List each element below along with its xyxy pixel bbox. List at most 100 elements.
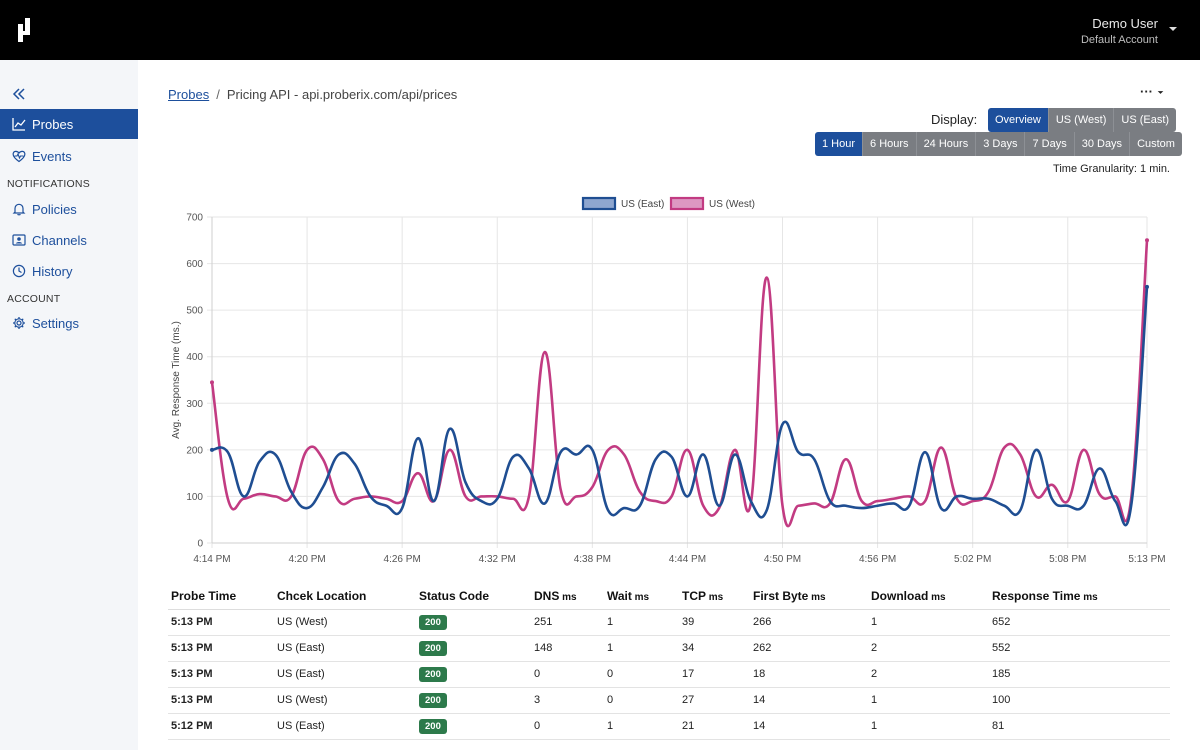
data-point xyxy=(210,380,214,385)
status-badge: 200 xyxy=(419,640,447,656)
logo-icon[interactable] xyxy=(18,18,34,42)
sidebar-item-settings[interactable]: Settings xyxy=(0,308,138,338)
y-axis-label: Avg. Response Time (ms.) xyxy=(171,321,182,439)
table-cell: US (East) xyxy=(274,713,416,740)
column-header[interactable]: Download ms xyxy=(868,584,989,610)
column-header[interactable]: Chcek Location xyxy=(274,584,416,610)
range-1-hour-button[interactable]: 1 Hour xyxy=(815,132,864,156)
time-range-button-group: 1 Hour 6 Hours 24 Hours 3 Days 7 Days 30… xyxy=(815,132,1182,156)
table-row[interactable]: 5:13 PM US (West) 200 3 0 27 14 1 100 xyxy=(168,687,1170,714)
table-cell: 148 xyxy=(531,635,604,662)
status-badge: 200 xyxy=(419,666,447,682)
table-row[interactable]: 5:13 PM US (East) 200 0 0 17 18 2 185 xyxy=(168,661,1170,688)
time-granularity: Time Granularity: 1 min. xyxy=(1053,163,1170,175)
y-tick-label: 300 xyxy=(186,399,203,410)
column-header[interactable]: Status Code xyxy=(416,584,531,610)
table-cell: 0 xyxy=(604,687,679,714)
table-cell: 39 xyxy=(679,609,750,636)
column-header[interactable]: TCP ms xyxy=(679,584,750,610)
sidebar-item-label: Settings xyxy=(32,315,79,331)
range-3-days-button[interactable]: 3 Days xyxy=(976,132,1026,156)
caret-down-icon[interactable] xyxy=(1168,24,1178,34)
display-label: Display: xyxy=(931,112,978,127)
column-header[interactable]: Wait ms xyxy=(604,584,679,610)
table-cell: 100 xyxy=(989,687,1170,714)
legend-swatch xyxy=(581,196,617,211)
column-header-label: Wait xyxy=(607,589,632,604)
x-tick-label: 4:26 PM xyxy=(384,554,421,565)
range-24-hours-button[interactable]: 24 Hours xyxy=(916,132,977,156)
range-30-days-button[interactable]: 30 Days xyxy=(1074,132,1131,156)
probe-time-cell: 5:13 PM xyxy=(168,635,274,662)
sidebar-item-events[interactable]: Events xyxy=(0,141,138,171)
table-cell: 552 xyxy=(989,635,1170,662)
sidebar-item-history[interactable]: History xyxy=(0,256,138,286)
range-custom-button[interactable]: Custom xyxy=(1130,132,1182,156)
status-badge: 200 xyxy=(419,692,447,708)
column-header-unit: ms xyxy=(559,592,577,604)
table-cell: US (East) xyxy=(274,635,416,662)
column-header-unit: ms xyxy=(1080,592,1098,604)
sidebar-item-label: History xyxy=(32,263,73,279)
x-tick-label: 4:56 PM xyxy=(859,554,896,565)
column-header-label: Chcek Location xyxy=(277,589,367,604)
section-label-notifications: NOTIFICATIONS xyxy=(7,178,90,190)
table-cell: 1 xyxy=(604,635,679,662)
table-cell: 0 xyxy=(531,661,604,688)
column-header-label: TCP xyxy=(682,589,706,604)
sidebar-item-channels[interactable]: Channels xyxy=(0,225,138,255)
data-point xyxy=(1145,284,1149,289)
sidebar-item-probes[interactable]: Probes xyxy=(0,109,138,139)
status-code-cell: 200 xyxy=(416,687,531,714)
sidebar-item-label: Policies xyxy=(32,201,77,217)
range-6-hours-button[interactable]: 6 Hours xyxy=(863,132,917,156)
x-tick-label: 4:38 PM xyxy=(574,554,611,565)
probe-time-cell: 5:13 PM xyxy=(168,661,274,688)
column-header[interactable]: Response Time ms xyxy=(989,584,1170,610)
more-options-button[interactable]: ··· xyxy=(1140,84,1164,99)
caret-down-icon xyxy=(1157,91,1163,94)
range-7-days-button[interactable]: 7 Days xyxy=(1025,132,1075,156)
table-cell: 34 xyxy=(679,635,750,662)
column-header-unit: ms xyxy=(808,592,826,604)
legend-label: US (East) xyxy=(621,199,664,210)
data-point xyxy=(210,447,214,452)
table-cell: 251 xyxy=(531,609,604,636)
table-cell: 1 xyxy=(868,609,989,636)
chart-svg: 0 100 200 300 400 500 600 700 4:14 PM 4:20 PM 4:26… xyxy=(171,196,1166,565)
column-header[interactable]: First Byte ms xyxy=(750,584,868,610)
table-cell: 3 xyxy=(531,687,604,714)
status-badge: 200 xyxy=(419,614,447,630)
column-header[interactable]: Probe Time xyxy=(168,584,274,610)
breadcrumb-current: Pricing API - api.proberix.com/api/price… xyxy=(226,87,458,102)
display-us-east-button[interactable]: US (East) xyxy=(1114,108,1177,132)
table-cell: 2 xyxy=(868,635,989,662)
sidebar-item-policies[interactable]: Policies xyxy=(0,194,138,224)
table-cell: 652 xyxy=(989,609,1170,636)
table-cell: 18 xyxy=(750,661,868,688)
x-tick-label: 4:20 PM xyxy=(288,554,325,565)
table-row[interactable]: 5:12 PM US (East) 200 0 1 21 14 1 81 xyxy=(168,713,1170,740)
breadcrumb-link-probes[interactable]: Probes xyxy=(168,87,210,102)
table-cell: 14 xyxy=(750,713,868,740)
legend-label: US (West) xyxy=(709,199,755,210)
breadcrumb: Probes / Pricing API - api.proberix.com/ap… xyxy=(168,87,458,102)
table-row[interactable]: 5:13 PM US (West) 200 251 1 39 266 1 652 xyxy=(168,609,1170,636)
table-cell: 21 xyxy=(679,713,750,740)
double-chevron-left-icon[interactable] xyxy=(12,87,26,101)
x-tick-label: 4:44 PM xyxy=(669,554,706,565)
user-menu[interactable]: Demo User Default Account xyxy=(1081,16,1158,46)
table-row[interactable]: 5:13 PM US (East) 200 148 1 34 262 2 552 xyxy=(168,635,1170,662)
display-us-west-button[interactable]: US (West) xyxy=(1048,108,1115,132)
probe-time-cell: 5:13 PM xyxy=(168,687,274,714)
column-header[interactable]: DNS ms xyxy=(531,584,604,610)
legend-swatch xyxy=(669,196,705,211)
clock-icon xyxy=(12,264,26,278)
y-tick-label: 500 xyxy=(186,306,203,317)
sidebar-item-label: Channels xyxy=(32,232,87,248)
display-overview-button[interactable]: Overview xyxy=(988,108,1049,132)
status-badge: 200 xyxy=(419,718,447,734)
sidebar-item-label: Events xyxy=(32,148,72,164)
top-bar: Demo User Default Account xyxy=(0,0,1200,60)
table-cell: 27 xyxy=(679,687,750,714)
